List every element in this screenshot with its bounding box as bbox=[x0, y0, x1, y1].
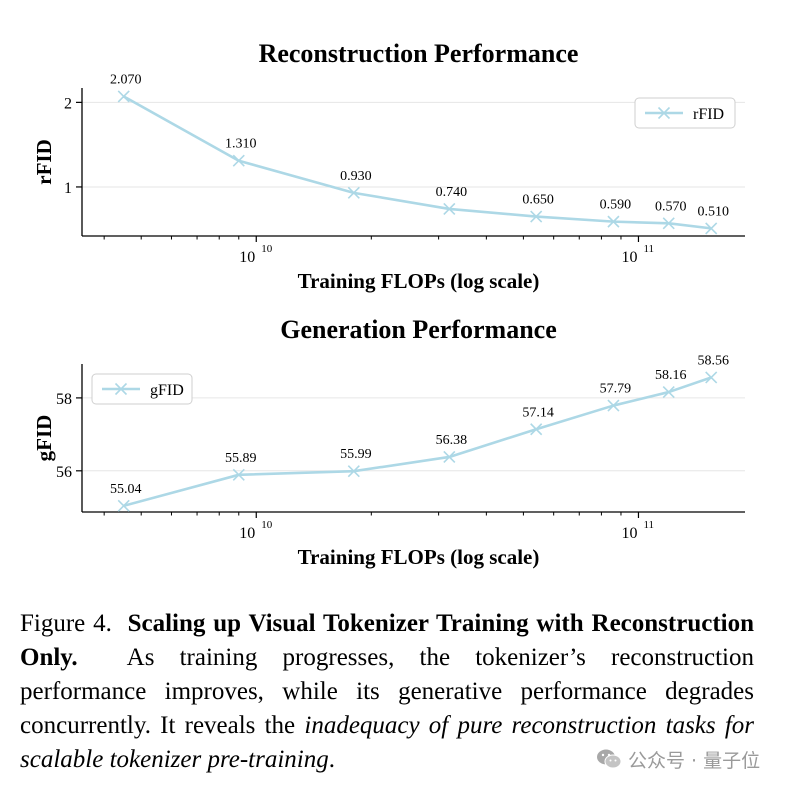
caption-end: . bbox=[328, 746, 335, 773]
marker-stroke bbox=[347, 465, 360, 478]
legend: gFID bbox=[91, 373, 193, 405]
generation-chart: Generation Performance 56 58 10 10 10 11 Traini… bbox=[32, 315, 745, 569]
data-label: 0.590 bbox=[600, 198, 632, 213]
marker-stroke bbox=[443, 450, 456, 464]
data-label: 0.930 bbox=[340, 169, 372, 184]
data-point bbox=[662, 217, 675, 230]
data-point bbox=[607, 215, 620, 228]
data-label: 55.04 bbox=[110, 482, 142, 497]
legend-marker bbox=[114, 382, 128, 396]
marker-stroke bbox=[530, 210, 543, 223]
data-point bbox=[232, 154, 245, 167]
x-tick-exponent: 10 bbox=[261, 519, 273, 531]
caption-prefix: Figure 4. bbox=[20, 610, 112, 637]
x-tick-exponent: 11 bbox=[643, 243, 654, 255]
data-point bbox=[530, 423, 543, 436]
x-tick-label: 10 bbox=[621, 525, 637, 542]
marker-stroke bbox=[705, 222, 718, 235]
y-axis-label: rFID bbox=[32, 139, 56, 185]
data-label: 0.510 bbox=[697, 204, 729, 219]
y-tick-label: 56 bbox=[56, 464, 72, 481]
data-point bbox=[443, 202, 456, 216]
data-point bbox=[347, 465, 360, 478]
legend-box bbox=[634, 97, 736, 129]
series-line bbox=[123, 95, 712, 230]
data-point bbox=[705, 371, 718, 384]
marker-stroke bbox=[662, 217, 675, 230]
chart-title: Reconstruction Performance bbox=[259, 39, 579, 68]
y-axis-label: gFID bbox=[32, 415, 56, 462]
figure-caption: Figure 4. Scaling up Visual Tokenizer Tr… bbox=[20, 607, 754, 777]
x-axis-label: Training FLOPs (log scale) bbox=[298, 545, 540, 569]
y-tick-label: 2 bbox=[64, 95, 72, 112]
x-tick-exponent: 10 bbox=[261, 243, 273, 255]
data-point bbox=[530, 210, 543, 223]
data-point bbox=[705, 222, 718, 235]
marker-stroke bbox=[530, 423, 543, 436]
data-label: 57.14 bbox=[522, 405, 554, 420]
marker-stroke bbox=[607, 215, 620, 228]
x-tick-exponent: 11 bbox=[643, 519, 654, 531]
marker-stroke bbox=[705, 371, 718, 384]
legend-marker bbox=[657, 106, 671, 120]
data-label: 58.56 bbox=[697, 353, 729, 368]
data-point bbox=[117, 499, 130, 512]
data-point bbox=[607, 399, 620, 412]
marker-stroke bbox=[347, 186, 360, 199]
data-label: 0.740 bbox=[436, 185, 468, 200]
data-label: 56.38 bbox=[436, 433, 468, 448]
marker-stroke bbox=[117, 90, 130, 103]
marker-stroke bbox=[443, 202, 456, 216]
data-point bbox=[662, 386, 675, 399]
marker-stroke bbox=[662, 386, 675, 399]
legend-label: rFID bbox=[693, 106, 724, 123]
legend-box bbox=[91, 373, 193, 405]
reconstruction-chart: Reconstruction Performance 1 2 10 10 10 11 Trai… bbox=[32, 39, 745, 293]
chart-title: Generation Performance bbox=[280, 315, 557, 344]
x-axis-label: Training FLOPs (log scale) bbox=[298, 269, 540, 293]
x-tick-label: 10 bbox=[239, 249, 255, 266]
y-tick-label: 58 bbox=[56, 391, 72, 408]
data-label: 55.89 bbox=[225, 451, 257, 466]
data-point bbox=[232, 468, 245, 481]
data-label: 58.16 bbox=[655, 368, 687, 383]
data-label: 57.79 bbox=[600, 382, 632, 397]
legend-label: gFID bbox=[150, 382, 184, 399]
figure-4: Reconstruction Performance 1 2 10 10 10 11 Trai… bbox=[32, 39, 745, 569]
data-label: 0.570 bbox=[655, 199, 687, 214]
marker-stroke bbox=[607, 399, 620, 412]
marker-stroke bbox=[117, 499, 130, 512]
watermark-text: 公众号 · 量子位 bbox=[628, 749, 761, 772]
data-label: 0.650 bbox=[522, 193, 554, 208]
data-point bbox=[347, 186, 360, 199]
y-tick-label: 1 bbox=[64, 180, 72, 197]
series-line bbox=[123, 376, 712, 508]
data-point bbox=[117, 90, 130, 103]
watermark: 公众号 · 量子位 bbox=[596, 744, 796, 774]
wechat-icon bbox=[597, 749, 622, 769]
data-label: 55.99 bbox=[340, 447, 372, 462]
marker-stroke bbox=[232, 468, 245, 481]
legend: rFID bbox=[634, 97, 736, 129]
caption-body: As training progresses, the tokenizer’s … bbox=[20, 644, 755, 739]
caption-bold-title: Scaling up Visual Tokenizer Training wit… bbox=[20, 610, 754, 671]
data-point bbox=[443, 450, 456, 464]
marker-stroke bbox=[232, 154, 245, 167]
x-tick-label: 10 bbox=[239, 525, 255, 542]
x-tick-label: 10 bbox=[621, 249, 637, 266]
caption-italic: inadequacy of pure reconstruction tasks … bbox=[20, 712, 755, 773]
data-label: 1.310 bbox=[225, 137, 257, 152]
data-label: 2.070 bbox=[110, 72, 142, 87]
